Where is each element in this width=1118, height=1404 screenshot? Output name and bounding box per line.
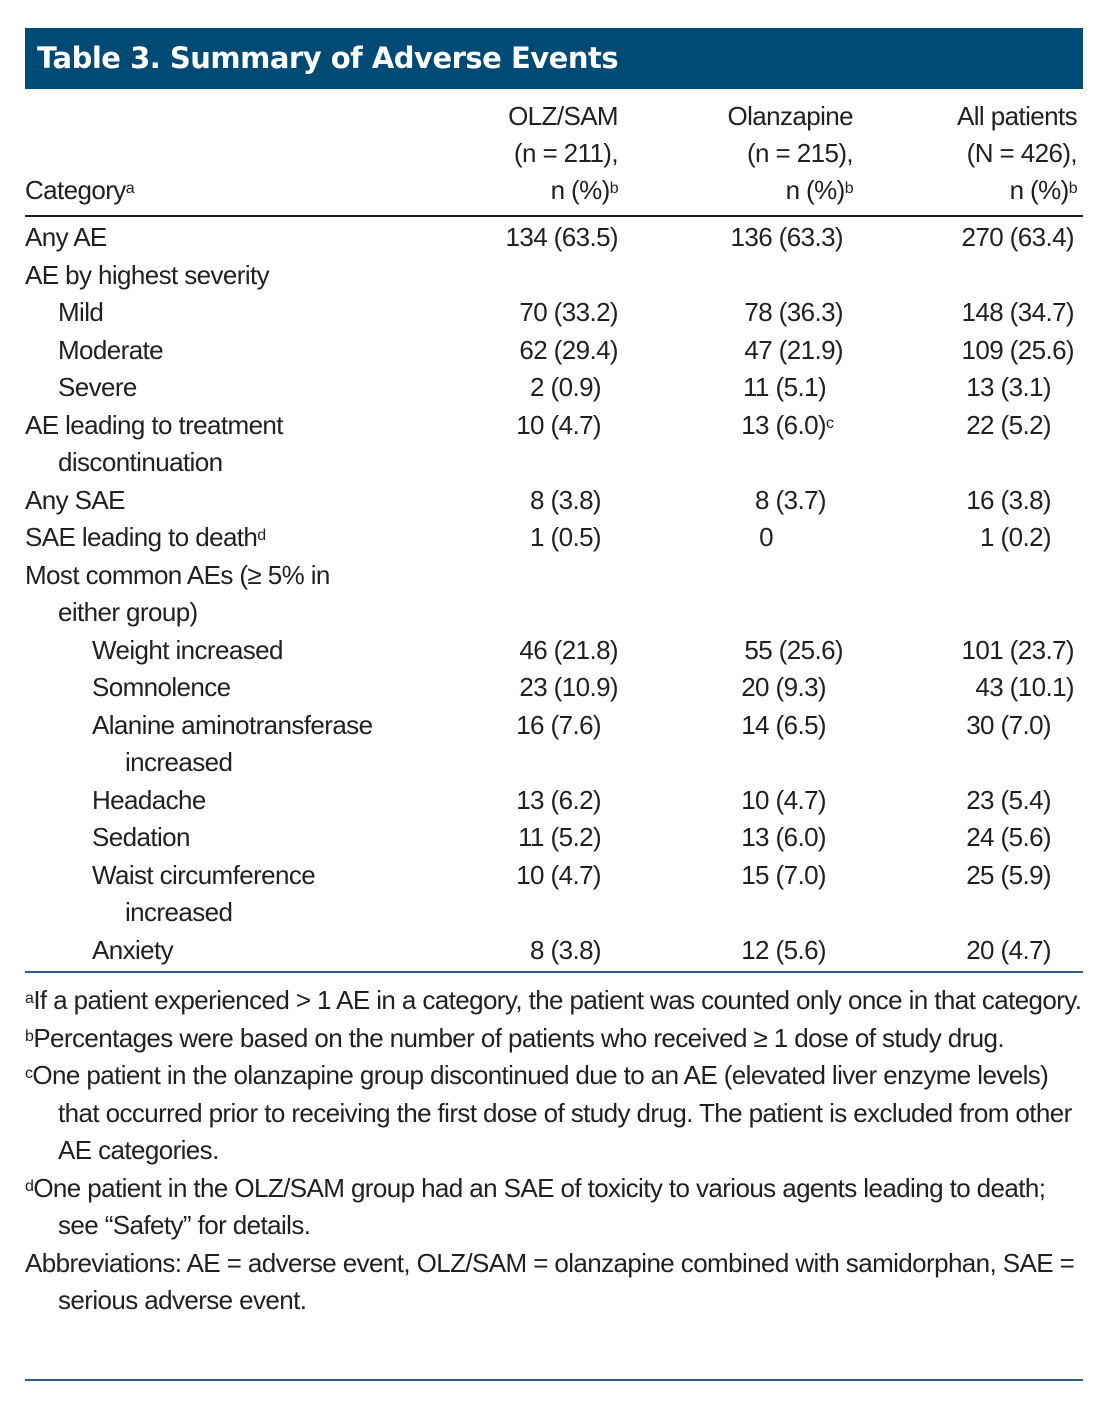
footnote-c: cOne patient in the olanzapine group dis… xyxy=(25,1060,1072,1165)
olz-sam-value: 2 (0.9) xyxy=(530,372,602,402)
row-category: Mild xyxy=(58,297,104,327)
olanzapine-value: 13 (6.0) c xyxy=(741,407,834,445)
footnote-mark: a xyxy=(25,990,34,1007)
all-patients-value: 43 (10.1) xyxy=(975,672,1074,702)
adverse-events-table: Categorya OLZ/SAM (n = 211), n (%)b Olan… xyxy=(25,98,1083,973)
olanzapine-value: 13 (6.0) xyxy=(741,822,826,852)
olanzapine-value: 14 (6.5) xyxy=(741,709,826,740)
olz-sam-value: 16 (7.6) xyxy=(516,709,601,740)
header-olz-sam: OLZ/SAM (n = 211), n (%)b xyxy=(508,101,619,205)
olanzapine-value: 20 (9.3) xyxy=(741,672,826,702)
olz-sam-value: 1 (0.5) xyxy=(530,522,602,552)
olanzapine-value: 15 (7.0) xyxy=(741,859,826,890)
table-row: SAE leading to deathd 1 (0.5) 0 1 (0.2) xyxy=(25,519,1083,557)
olanzapine-value: 136 (63.3) xyxy=(730,222,843,252)
row-category: Weight increased xyxy=(92,634,283,665)
table-row: Anxiety 8 (3.8) 12 (5.6) 20 (4.7) xyxy=(25,932,1083,970)
all-patients-value: 16 (3.8) xyxy=(966,484,1051,515)
row-category: Any AE xyxy=(25,222,107,252)
all-patients-value: 109 (25.6) xyxy=(961,334,1074,365)
olanzapine-value: 0 xyxy=(759,522,773,552)
header-all-patients: All patients (N = 426), n (%)b xyxy=(957,101,1078,205)
row-category: Waist circumference increased xyxy=(92,859,316,928)
olz-sam-value: 13 (6.2) xyxy=(516,784,601,815)
footnote-mark: b xyxy=(25,1027,34,1045)
olz-sam-value: 62 (29.4) xyxy=(519,334,618,365)
olanzapine-value: 47 (21.9) xyxy=(744,334,843,365)
footnote-mark: c xyxy=(25,1065,33,1082)
olz-sam-value: 10 (4.7) xyxy=(516,859,601,890)
footnote-mark: c xyxy=(826,414,834,432)
all-patients-value: 1 (0.2) xyxy=(980,522,1052,552)
table-row: Somnolence 23 (10.9) 20 (9.3) 43 (10.1) xyxy=(25,669,1083,707)
table-header: Categorya OLZ/SAM (n = 211), n (%)b Olan… xyxy=(25,98,1083,217)
header-category: Categorya xyxy=(25,175,135,205)
table-row: AE leading to treatment discontinuation 10… xyxy=(25,407,1083,482)
row-category: Moderate xyxy=(58,334,164,365)
table-row: Severe 2 (0.9) 11 (5.1) 13 (3.1) xyxy=(25,369,1083,407)
table-row: AE by highest severity xyxy=(25,257,1083,295)
table-row: Alanine aminotransferase increased 16 (7.6… xyxy=(25,707,1083,782)
olanzapine-value: 8 (3.7) xyxy=(755,484,827,515)
table-row: Mild 70 (33.2) 78 (36.3) 148 (34.7) xyxy=(25,294,1083,332)
olz-sam-value: 134 (63.5) xyxy=(505,222,618,252)
all-patients-value: 270 (63.4) xyxy=(961,222,1074,252)
table-row: Any SAE 8 (3.8) 8 (3.7) 16 (3.8) xyxy=(25,482,1083,520)
bottom-rule xyxy=(25,1379,1083,1381)
all-patients-value: 23 (5.4) xyxy=(966,784,1051,815)
olz-sam-value: 11 (5.2) xyxy=(518,822,601,852)
row-category: Sedation xyxy=(92,822,190,852)
footnote-mark: d xyxy=(25,1177,34,1195)
row-category: Headache xyxy=(92,784,206,815)
olz-sam-value: 70 (33.2) xyxy=(519,297,618,327)
table-body: Any AE 134 (63.5) 136 (63.3) 270 (63.4) AE b… xyxy=(25,217,1083,973)
all-patients-value: 24 (5.6) xyxy=(966,822,1051,852)
all-patients-value: 30 (7.0) xyxy=(966,709,1051,740)
row-category: AE by highest severity xyxy=(25,259,270,290)
table-footnotes: aIf a patient experienced > 1 AE in a ca… xyxy=(25,982,1083,1320)
all-patients-value: 148 (34.7) xyxy=(961,297,1074,327)
olanzapine-value: 55 (25.6) xyxy=(744,634,843,665)
olz-sam-value: 23 (10.9) xyxy=(519,672,618,702)
row-category: AE leading to treatment discontinuation xyxy=(25,409,284,478)
all-patients-value: 20 (4.7) xyxy=(966,934,1051,965)
row-category: Most common AEs (≥ 5% in either group) xyxy=(25,559,330,628)
table-row: Moderate 62 (29.4) 47 (21.9) 109 (25.6) xyxy=(25,332,1083,370)
footnote-mark: a xyxy=(125,180,135,197)
row-category: SAE leading to deathd xyxy=(25,522,266,552)
all-patients-value: 22 (5.2) xyxy=(966,409,1051,440)
footnote-a: aIf a patient experienced > 1 AE in a ca… xyxy=(25,985,1082,1015)
olanzapine-value: 12 (5.6) xyxy=(741,934,826,965)
row-category: Alanine aminotransferase increased xyxy=(92,709,373,778)
olz-sam-value: 46 (21.8) xyxy=(519,634,618,665)
olz-sam-value: 8 (3.8) xyxy=(530,484,602,515)
row-category: Anxiety xyxy=(92,934,174,965)
all-patients-value: 25 (5.9) xyxy=(966,859,1051,890)
table-row: Weight increased 46 (21.8) 55 (25.6) 101 (2… xyxy=(25,632,1083,670)
row-category: Severe xyxy=(58,372,137,402)
table-row: Any AE 134 (63.5) 136 (63.3) 270 (63.4) xyxy=(25,219,1083,257)
olanzapine-value: 11 (5.1) xyxy=(743,372,826,402)
all-patients-value: 13 (3.1) xyxy=(966,372,1051,402)
abbreviations-note: Abbreviations: AE = adverse event, OLZ/S… xyxy=(25,1247,1075,1316)
table-title: Table 3. Summary of Adverse Events xyxy=(25,28,1083,89)
row-category: Somnolence xyxy=(92,672,231,702)
all-patients-value: 101 (23.7) xyxy=(961,634,1074,665)
olz-sam-value: 10 (4.7) xyxy=(516,409,601,440)
table-row: Headache 13 (6.2) 10 (4.7) 23 (5.4) xyxy=(25,782,1083,820)
footnote-mark: d xyxy=(257,527,266,544)
table-row: Most common AEs (≥ 5% in either group) xyxy=(25,557,1083,632)
olz-sam-value: 8 (3.8) xyxy=(530,934,602,965)
olanzapine-value: 78 (36.3) xyxy=(744,297,843,327)
row-category: Any SAE xyxy=(25,484,125,515)
table-row: Waist circumference increased 10 (4.7) 15 (… xyxy=(25,857,1083,932)
footnote-b: bPercentages were based on the number of… xyxy=(25,1022,1005,1053)
footnote-d: dOne patient in the OLZ/SAM group had an… xyxy=(25,1172,1046,1241)
olanzapine-value: 10 (4.7) xyxy=(741,784,826,815)
table-row: Sedation 11 (5.2) 13 (6.0) 24 (5.6) xyxy=(25,819,1083,857)
header-olanzapine: Olanzapine (n = 215), n (%)b xyxy=(727,101,853,205)
